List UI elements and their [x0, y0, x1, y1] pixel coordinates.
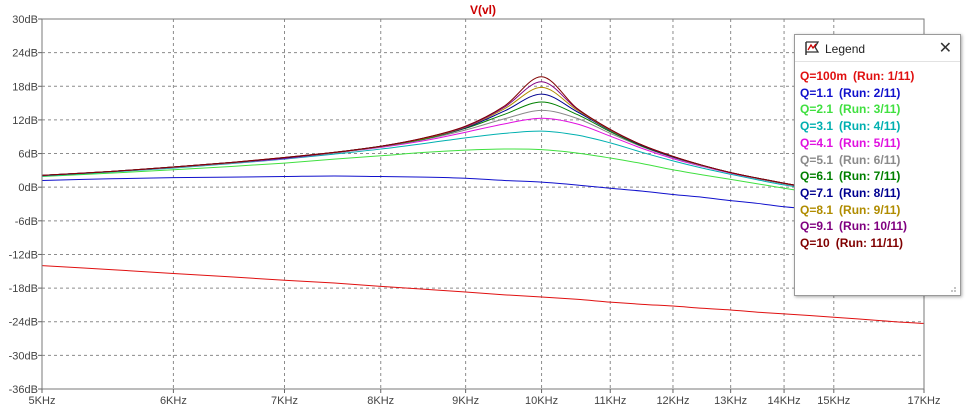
legend-entry-name: Q=4.1 — [800, 135, 834, 150]
x-tick-label: 11KHz — [594, 395, 626, 407]
y-tick-label: -18dB — [9, 283, 38, 295]
plot-frame — [41, 18, 925, 390]
legend-entry[interactable]: Q=9.1 (Run: 10/11) — [800, 218, 960, 235]
y-tick-label: -30dB — [9, 350, 38, 362]
legend-entry-name: Q=100m — [800, 69, 848, 83]
legend-entry[interactable]: Q=3.1 (Run: 4/11) — [800, 118, 960, 135]
y-tick-label: -6dB — [15, 216, 38, 228]
x-tick-label: 7KHz — [271, 395, 298, 407]
x-tick-label: 17KHz — [907, 395, 940, 407]
legend-entry-name: Q=3.1 — [800, 119, 834, 134]
series-line-5 — [41, 117, 925, 206]
legend-entry-run: (Run: 11/11) — [835, 236, 904, 251]
legend-entry[interactable]: Q=100m (Run: 1/11) — [800, 68, 960, 85]
legend-entry-name: Q=6.1 — [800, 169, 834, 184]
series-layer — [41, 76, 925, 324]
series-line-2 — [41, 175, 925, 222]
x-tick-label: 9KHz — [452, 395, 479, 407]
legend-entry[interactable]: Q=2.1 (Run: 3/11) — [800, 101, 960, 118]
x-tick-label: 5KHz — [29, 395, 56, 407]
series-line-3 — [41, 148, 925, 208]
x-tick-label: 10KHz — [525, 395, 558, 407]
x-tick-label: 13KHz — [714, 395, 747, 407]
legend-entry[interactable]: Q=5.1 (Run: 6/11) — [800, 152, 960, 169]
y-tick-label: 12dB — [12, 115, 38, 127]
legend-entry-run: (Run: 1/11) — [853, 69, 915, 83]
legend-entry-run: (Run: 3/11) — [839, 102, 901, 117]
x-tick-label: 15KHz — [817, 395, 850, 407]
legend-window[interactable]: Legend ✕ Q=100m (Run: 1/11) Q=1.1 (Run: 2/1… — [794, 34, 961, 296]
y-tick-label: 6dB — [18, 149, 38, 161]
legend-entry-run: (Run: 8/11) — [839, 185, 901, 200]
legend-titlebar[interactable]: Legend ✕ — [795, 35, 960, 62]
close-icon[interactable]: ✕ — [938, 40, 952, 57]
x-tick-label: 14KHz — [768, 395, 801, 407]
x-tick-label: 8KHz — [367, 395, 394, 407]
legend-entry[interactable]: Q=7.1 (Run: 8/11) — [800, 185, 960, 202]
y-tick-label: 0dB — [18, 182, 38, 194]
axis-ticks: 5KHz 6KHz 7KHz 8KHz 9KHz 10KHz 11KHz 12KHz 13KHz… — [9, 14, 941, 407]
legend-entry[interactable]: Q=10 (Run: 11/11) — [800, 235, 960, 252]
legend-entry-name: Q=1.1 — [800, 85, 834, 100]
legend-icon — [805, 41, 820, 55]
series-line-1 — [41, 265, 925, 324]
legend-entry-run: (Run: 5/11) — [839, 135, 901, 150]
legend-entry-name: Q=10 — [800, 236, 830, 251]
y-tick-label: -24dB — [9, 317, 38, 329]
plot-area-border — [41, 18, 925, 390]
legend-entry-name: Q=9.1 — [800, 219, 834, 234]
y-tick-label: 30dB — [12, 14, 38, 26]
legend-entry-run: (Run: 10/11) — [839, 219, 908, 234]
y-tick-label: -36dB — [9, 384, 38, 396]
x-tick-label: 6KHz — [160, 395, 187, 407]
legend-entry-name: Q=7.1 — [800, 185, 834, 200]
legend-entry[interactable]: Q=6.1 (Run: 7/11) — [800, 168, 960, 185]
x-tick-label: 12KHz — [656, 395, 689, 407]
legend-entry-name: Q=2.1 — [800, 102, 834, 117]
legend-entry[interactable]: Q=8.1 (Run: 9/11) — [800, 202, 960, 219]
series-line-4 — [41, 130, 925, 206]
legend-entry-run: (Run: 9/11) — [839, 202, 901, 217]
legend-entry-run: (Run: 7/11) — [839, 169, 901, 184]
legend-entry[interactable]: Q=4.1 (Run: 5/11) — [800, 135, 960, 152]
legend-entries: Q=100m (Run: 1/11) Q=1.1 (Run: 2/11) Q=2.1 (R… — [800, 68, 960, 252]
legend-entry-run: (Run: 6/11) — [839, 152, 901, 167]
series-line-6 — [41, 109, 925, 206]
chart-title: V(vl) — [470, 3, 496, 17]
y-tick-label: 24dB — [12, 48, 38, 60]
legend-entry-run: (Run: 4/11) — [839, 119, 901, 134]
legend-entry-name: Q=8.1 — [800, 202, 834, 217]
legend-entry-name: Q=5.1 — [800, 152, 834, 167]
resize-grip-icon[interactable] — [949, 285, 957, 293]
y-tick-label: 18dB — [12, 81, 38, 93]
legend-entry-run: (Run: 2/11) — [839, 85, 901, 100]
plot-grid — [42, 19, 924, 389]
legend-title: Legend — [825, 42, 866, 56]
y-tick-label: -12dB — [9, 249, 38, 261]
legend-entry[interactable]: Q=1.1 (Run: 2/11) — [800, 85, 960, 102]
